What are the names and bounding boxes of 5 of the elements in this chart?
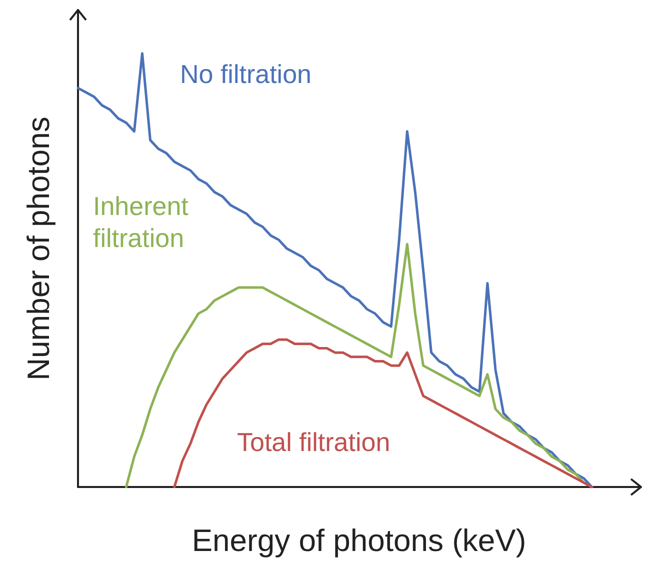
text: Inherent filtration xyxy=(93,191,196,253)
series-label: No filtration xyxy=(180,59,312,89)
series-label: Total filtration xyxy=(237,427,390,457)
x-axis-title: Energy of photons (keV) xyxy=(192,523,526,558)
y-axis-title: Number of photons xyxy=(21,116,56,380)
